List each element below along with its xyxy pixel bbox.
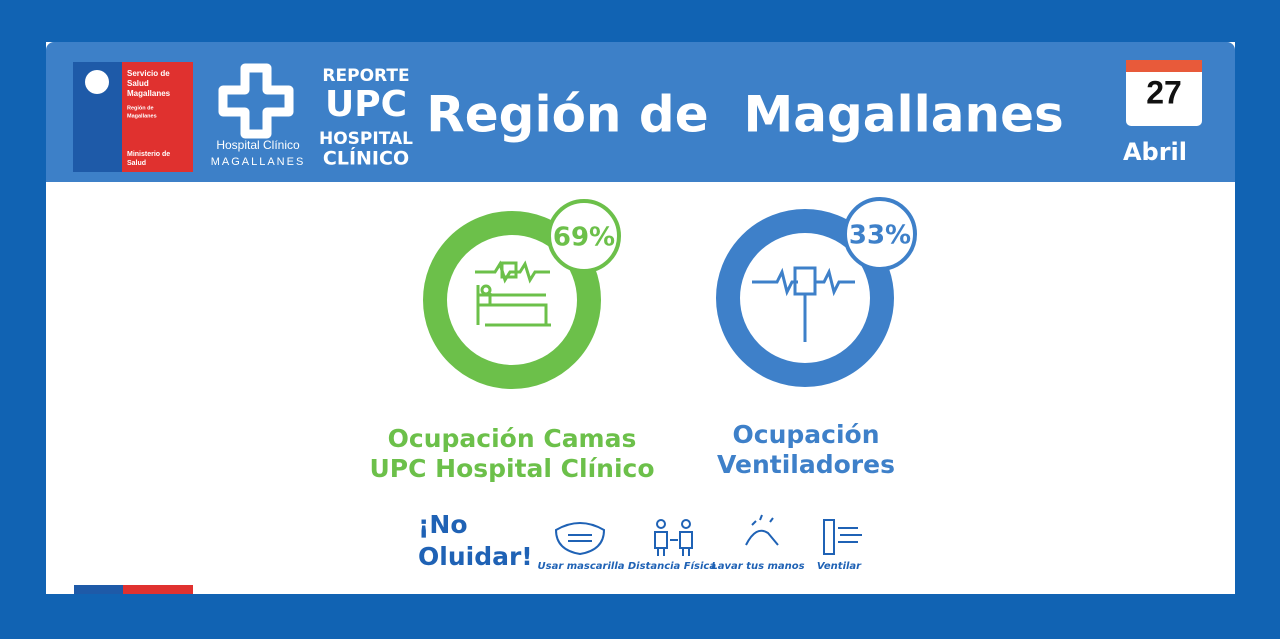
percent: 33% <box>849 221 911 251</box>
flag-stripe-red <box>123 585 193 594</box>
logo-red <box>122 62 193 172</box>
reminder-title: ¡No <box>418 510 468 539</box>
indicator-label: Ventiladores <box>717 450 895 479</box>
logo-shield <box>85 70 109 94</box>
indicator-ventilators: 33% Ocupación Ventiladores <box>716 197 917 479</box>
ring <box>423 211 601 389</box>
reminder: ¡No Oluidar! Usar mascarilla Distancia F… <box>418 510 862 572</box>
indicator-label: Ocupación <box>733 420 880 449</box>
logo-text: Magallanes <box>127 113 157 119</box>
calendar-page <box>1126 60 1202 126</box>
reminder-title: Oluidar! <box>418 542 533 571</box>
bed-icon <box>475 260 551 327</box>
ventilator-icon <box>752 266 855 342</box>
percent: 69% <box>553 223 615 253</box>
ring <box>716 209 894 387</box>
logo-text: Región de <box>127 105 154 111</box>
badge <box>547 199 621 273</box>
logo-text: Salud <box>127 160 146 167</box>
hospital-name: Hospital Clínico <box>216 138 300 152</box>
calendar: 27 Abril <box>1123 60 1202 166</box>
header-band-foot <box>46 170 1235 182</box>
reminder-icons <box>554 514 862 556</box>
hospital-logo: Hospital Clínico MAGALLANES <box>211 63 306 168</box>
reminder-item: Usar mascarilla <box>538 561 625 572</box>
reminder-item: Ventilar <box>817 561 862 572</box>
logo-text: Ministerio de <box>127 151 170 158</box>
report-text: REPORTE <box>322 66 409 86</box>
title: Región de Magallanes <box>426 86 1064 144</box>
report-text: CLÍNICO <box>323 147 409 170</box>
calendar-month: Abril <box>1123 138 1187 166</box>
flag-stripe-blue <box>74 585 123 594</box>
report-label: REPORTE UPC HOSPITAL CLÍNICO <box>319 66 413 170</box>
indicator-label: UPC Hospital Clínico <box>369 454 654 483</box>
reminder-item: Lavar tus manos <box>711 561 804 572</box>
ministry-logo: Servicio de Salud Magallanes Región de M… <box>73 62 193 172</box>
header-band <box>46 42 1235 182</box>
calendar-top <box>1126 60 1202 72</box>
report-text: UPC <box>325 84 407 125</box>
logo-text: Magallanes <box>127 89 171 98</box>
hospital-cross <box>218 63 294 139</box>
report-text: HOSPITAL <box>319 129 413 149</box>
badge <box>843 197 917 271</box>
logo-text: Servicio de <box>127 69 170 78</box>
logo-text: Salud <box>127 79 149 88</box>
indicator-label: Ocupación Camas <box>388 424 637 453</box>
calendar-day: 27 <box>1146 74 1182 110</box>
hospital-place: MAGALLANES <box>211 156 306 168</box>
reminder-item: Distancia Física <box>628 560 716 572</box>
indicator-beds: 69% Ocupación Camas UPC Hospital Clínico <box>369 199 655 483</box>
